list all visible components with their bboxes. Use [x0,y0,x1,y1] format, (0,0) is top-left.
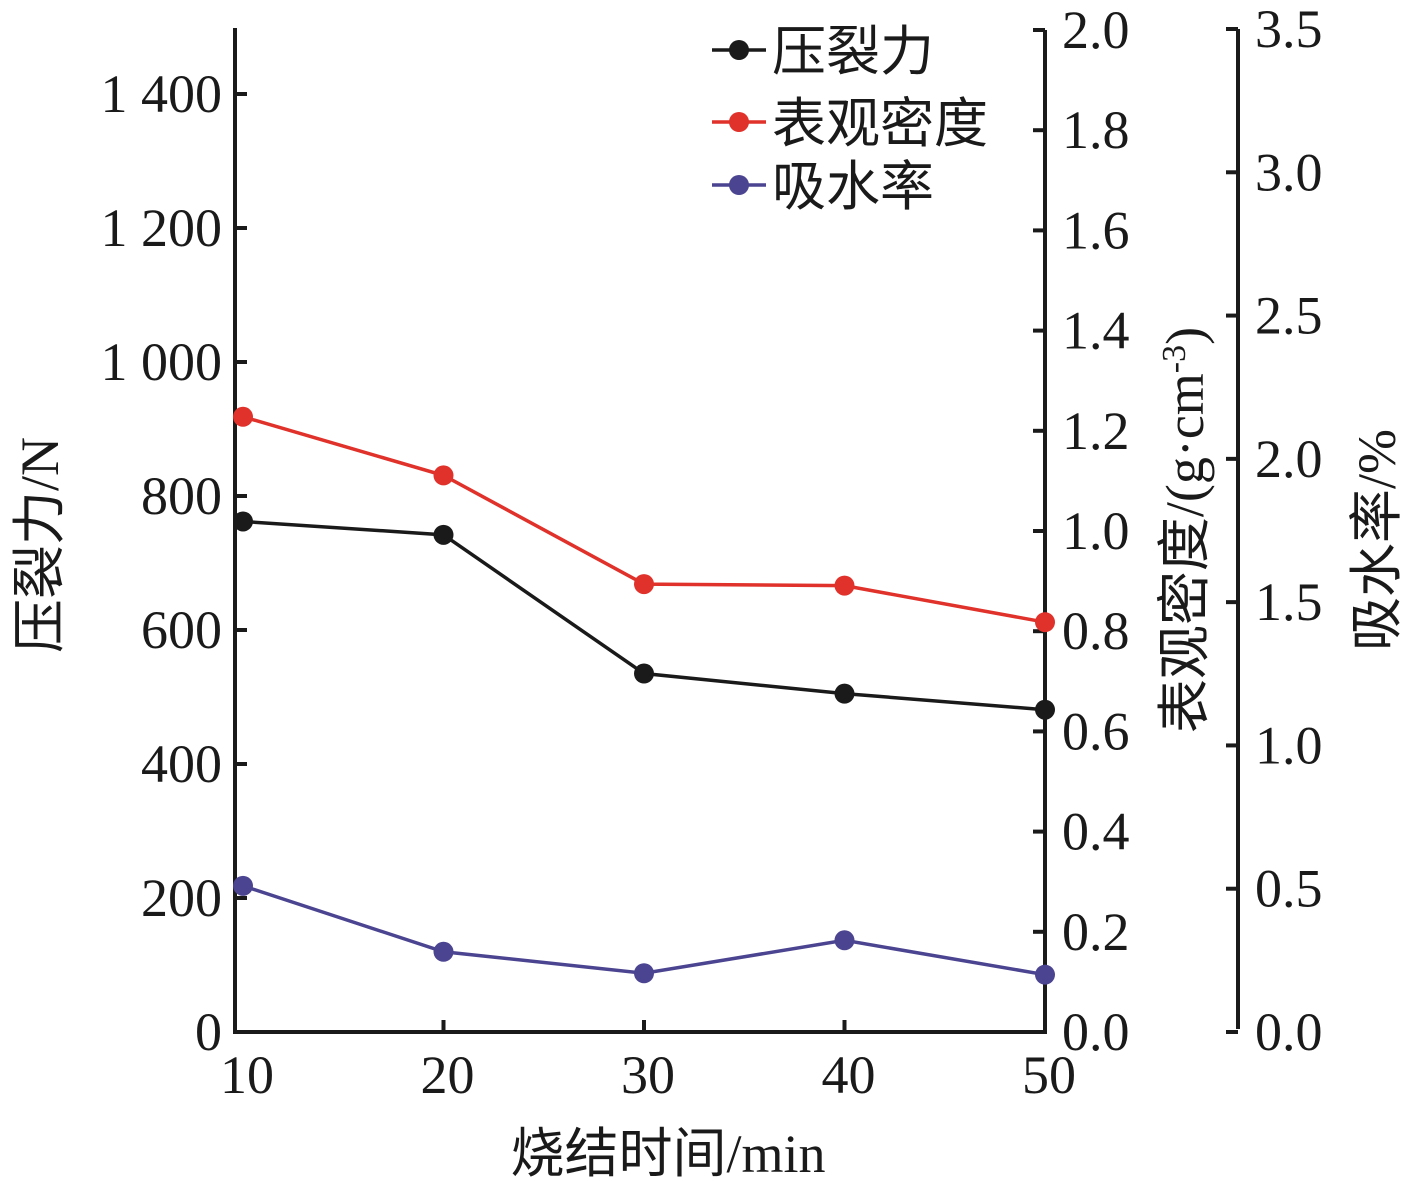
series-point-1 [634,574,654,595]
series-point-2 [834,930,855,951]
series-point-0 [433,524,454,545]
x-axis-tick-label: 30 [621,1045,675,1105]
right-axis-2-tick-label: 1.0 [1255,715,1323,775]
left-axis-title: 压裂力/N [10,437,70,653]
legend-label-2: 吸水率 [772,157,934,217]
right-axis-2-tick-label: 2.5 [1255,286,1323,346]
right-axis-2-tick-label: 0.5 [1255,859,1323,919]
right-axis-1-tick-label: 0.8 [1062,601,1130,661]
left-axis-tick-label: 0 [195,1002,222,1062]
left-axis-tick-label: 1 400 [101,64,223,124]
right-axis-1-tick-label: 0.6 [1062,701,1130,761]
left-axis-tick-label: 600 [141,600,222,660]
x-axis-tick-label: 40 [822,1045,876,1105]
right-axis-2-tick-label: 0.0 [1255,1002,1323,1062]
right-axis-1-title-end: ) [1155,327,1215,345]
x-axis-title: 烧结时间/min [510,1124,825,1181]
right-axis-2-title: 吸水率/% [1347,429,1407,651]
right-axis-1-tick-label: 0.2 [1062,902,1130,962]
right-axis-1-tick-label: 1.8 [1062,100,1130,160]
series-point-1 [433,465,454,486]
series-point-1 [233,406,253,427]
series-point-2 [433,941,454,962]
right-axis-1-title: 表观密度/(g·cm-3) [1155,327,1215,733]
x-axis-tick-label: 20 [421,1045,475,1105]
legend-label-1: 表观密度 [772,94,988,154]
right-axis-1-title-main: 表观密度/(g·cm [1155,373,1215,733]
right-axis-2-tick-label: 1.5 [1255,572,1323,632]
right-axis-2-tick-label: 2.0 [1255,429,1323,489]
series-point-0 [233,511,253,532]
legend-marker-2 [729,175,749,195]
series-point-1 [1035,612,1055,633]
left-axis-tick-label: 1 200 [101,198,223,258]
right-axis-1-tick-label: 1.4 [1062,301,1130,361]
left-axis-tick-label: 400 [141,734,222,794]
x-axis-tick-label: 50 [1022,1045,1076,1105]
series-point-2 [634,963,654,984]
x-axis-tick-label: 10 [220,1045,274,1105]
right-axis-1-tick-label: 1.6 [1062,200,1130,260]
right-axis-2-tick-label: 3.5 [1255,0,1323,59]
legend-label-0: 压裂力 [772,22,934,82]
series-point-2 [233,875,253,896]
series-point-0 [634,663,654,684]
right-axis-1-tick-label: 1.0 [1062,501,1130,561]
left-axis-tick-label: 800 [141,466,222,526]
series-point-0 [834,683,855,704]
right-axis-1-tick-label: 2.0 [1062,0,1130,60]
series-line-2 [242,884,1046,977]
series-point-1 [834,575,855,596]
right-axis-2-tick-label: 3.0 [1255,142,1323,202]
series-point-2 [1035,964,1055,985]
left-axis-tick-label: 200 [141,868,222,928]
left-axis-tick-label: 1 000 [101,332,223,392]
right-axis-1-tick-label: 0.4 [1062,802,1130,862]
legend-marker-0 [729,40,749,60]
series-point-0 [1035,699,1055,720]
right-axis-1-title-sup: -3 [1156,345,1193,373]
right-axis-1-tick-label: 1.2 [1062,401,1130,461]
right-axis-1-tick-label: 0.0 [1062,1002,1130,1062]
legend-marker-1 [729,112,749,132]
